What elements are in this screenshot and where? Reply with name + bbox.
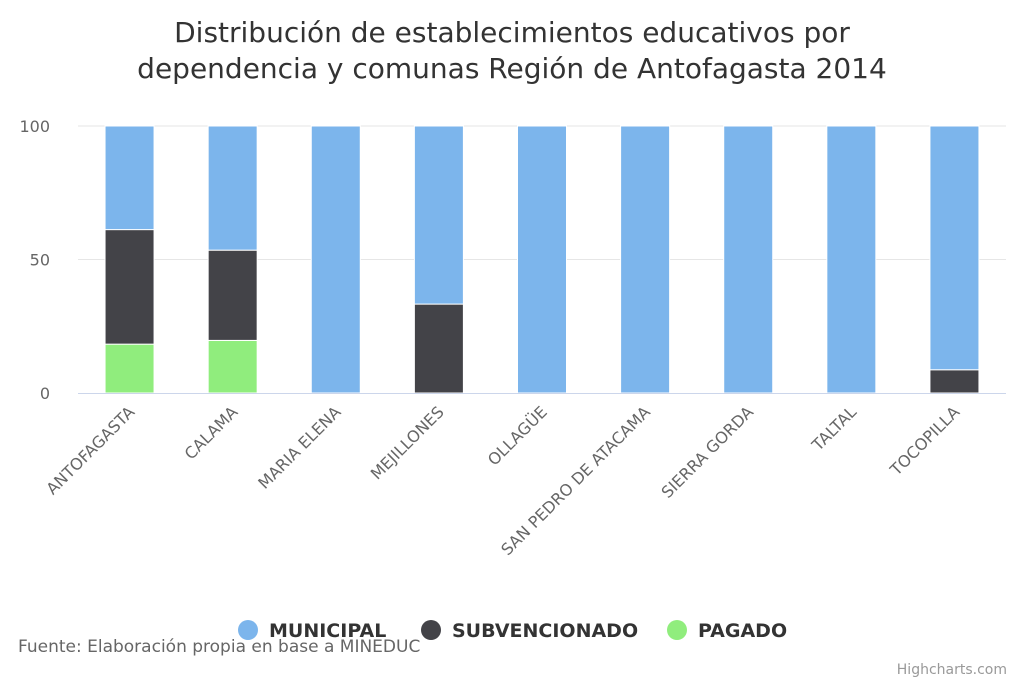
bar-municipal-1[interactable] xyxy=(207,125,258,251)
x-tick-label: MARIA ELENA xyxy=(254,402,344,492)
source-note: Fuente: Elaboración propia en base a MIN… xyxy=(18,637,420,657)
chart-title-line-2: dependencia y comunas Región de Antofaga… xyxy=(137,52,887,85)
legend-swatch xyxy=(421,620,441,640)
bars xyxy=(104,125,980,394)
bar-municipal-0[interactable] xyxy=(104,125,155,231)
bar-municipal-7[interactable] xyxy=(826,125,877,394)
credits-link[interactable]: Highcharts.com xyxy=(897,662,1007,678)
legend-item-pagado[interactable]: PAGADO xyxy=(667,620,787,642)
bar-municipal-8[interactable] xyxy=(929,125,980,371)
x-axis-tick-labels: ANTOFAGASTA CALAMA MARIA ELENA MEJILLONES OL… xyxy=(42,402,963,559)
legend-swatch xyxy=(667,620,687,640)
legend-label: SUBVENCIONADO xyxy=(452,620,638,642)
legend-label: MUNICIPAL xyxy=(269,620,386,642)
x-tick-label: OLLAGÜE xyxy=(484,402,551,469)
bar-pagado-0[interactable] xyxy=(104,343,155,394)
bar-pagado-1[interactable] xyxy=(207,339,258,394)
x-tick-label: TOCOPILLA xyxy=(886,402,964,480)
chart-title-line-1: Distribución de establecimientos educati… xyxy=(174,16,850,49)
bar-subvencionado-8[interactable] xyxy=(929,369,980,394)
legend-item-subvencionado[interactable]: SUBVENCIONADO xyxy=(421,620,638,642)
bar-municipal-3[interactable] xyxy=(413,125,464,305)
bar-municipal-4[interactable] xyxy=(517,125,567,394)
y-tick-label: 100 xyxy=(19,117,50,136)
legend-label: PAGADO xyxy=(698,620,787,642)
x-tick-label: TALTAL xyxy=(807,402,860,455)
legend: MUNICIPAL SUBVENCIONADO PAGADO xyxy=(238,620,787,642)
bar-subvencionado-3[interactable] xyxy=(413,303,464,394)
legend-item-municipal[interactable]: MUNICIPAL xyxy=(238,620,386,642)
x-tick-label: CALAMA xyxy=(181,402,242,463)
bar-municipal-6[interactable] xyxy=(723,125,774,394)
x-tick-label: MEJILLONES xyxy=(367,402,448,483)
y-tick-label: 50 xyxy=(30,251,50,270)
bar-municipal-5[interactable] xyxy=(620,125,671,394)
x-tick-label: ANTOFAGASTA xyxy=(42,402,138,498)
y-axis-tick-labels: 0 50 100 xyxy=(19,117,50,403)
x-tick-label: SIERRA GORDA xyxy=(658,402,758,502)
bar-subvencionado-0[interactable] xyxy=(104,229,155,345)
y-tick-label: 0 xyxy=(40,384,50,403)
bar-municipal-2[interactable] xyxy=(310,125,361,394)
legend-swatch xyxy=(238,620,258,640)
bar-subvencionado-1[interactable] xyxy=(207,249,258,341)
chart-title: Distribución de establecimientos educati… xyxy=(137,16,887,85)
